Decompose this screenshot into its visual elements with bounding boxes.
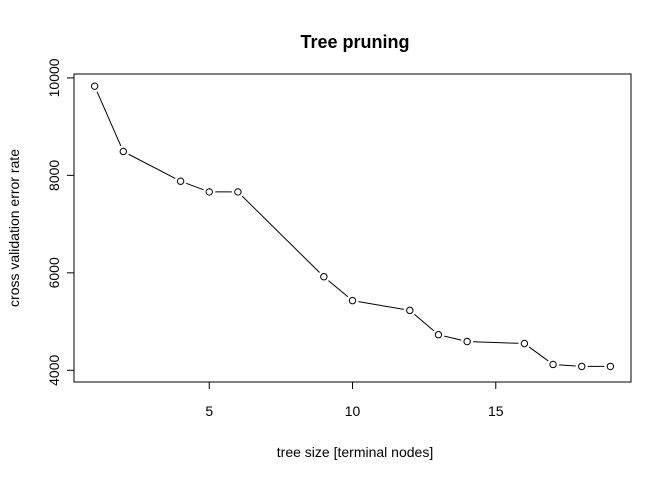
data-point <box>90 82 99 90</box>
data-point <box>205 188 213 196</box>
series-segment <box>444 335 462 341</box>
series-segment <box>241 195 320 273</box>
data-point <box>119 147 127 156</box>
y-tick-label: 6000 <box>46 257 62 288</box>
data-point <box>406 306 414 315</box>
y-axis-label: cross validation error rate <box>6 149 22 307</box>
x-tick-label: 5 <box>205 403 213 419</box>
series-segment <box>358 301 404 310</box>
data-point <box>320 273 328 281</box>
series-segment <box>96 91 122 147</box>
y-tick-label: 10000 <box>46 58 62 97</box>
series-segment <box>559 364 576 367</box>
data-point <box>348 296 357 305</box>
x-ticks: 5 10 15 <box>205 382 504 419</box>
series-segment <box>528 346 549 362</box>
data-point <box>234 188 242 196</box>
y-tick-label: 4000 <box>46 355 62 386</box>
series-line <box>96 91 605 367</box>
series-segment <box>473 341 519 344</box>
series-segment <box>414 313 435 332</box>
y-ticks: 4000 6000 8000 10000 <box>46 58 74 386</box>
data-point <box>434 331 443 339</box>
series-points <box>90 82 615 371</box>
series-segment <box>128 153 176 179</box>
x-tick-label: 15 <box>488 403 504 419</box>
y-tick-label: 8000 <box>46 160 62 191</box>
data-point <box>520 339 529 348</box>
series-segment <box>186 182 204 191</box>
series-segment <box>328 280 349 298</box>
data-point <box>606 362 615 371</box>
x-axis-label: tree size [terminal nodes] <box>277 444 433 460</box>
x-tick-label: 10 <box>345 403 361 419</box>
chart-title: Tree pruning <box>300 32 409 52</box>
data-point <box>549 360 557 369</box>
data-point <box>578 362 586 371</box>
data-point <box>463 337 471 346</box>
plot-frame <box>73 73 632 383</box>
data-point <box>176 177 185 185</box>
